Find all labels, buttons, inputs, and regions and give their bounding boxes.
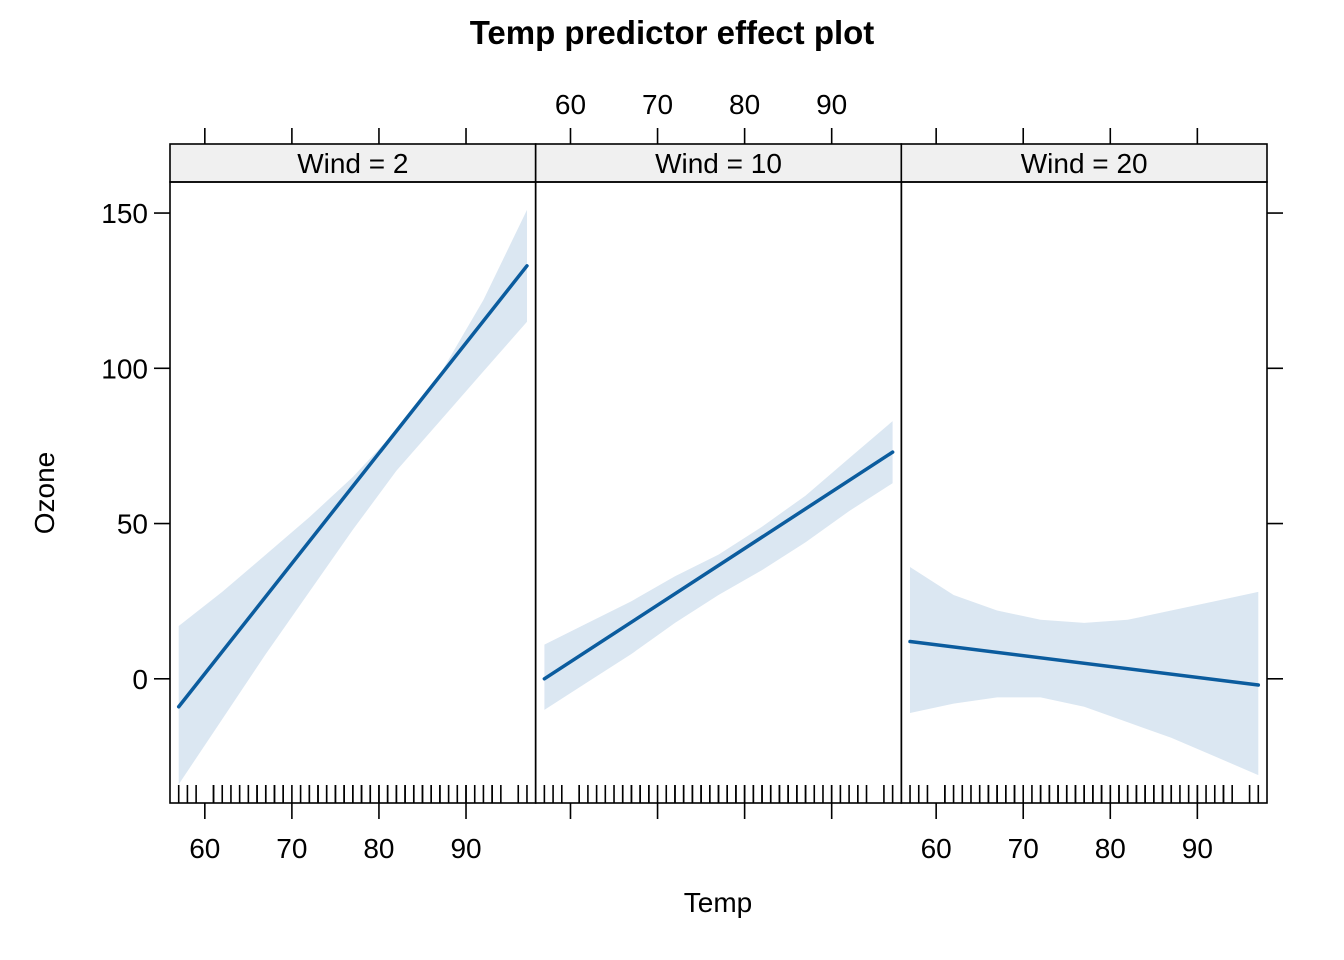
- x-tick-label: 90: [816, 89, 847, 120]
- x-tick-label: 90: [1182, 833, 1213, 864]
- y-tick-label: 100: [101, 353, 148, 384]
- rug: [543, 785, 894, 803]
- y-axis-label: Ozone: [29, 452, 60, 535]
- x-tick-label: 60: [921, 833, 952, 864]
- rug: [177, 785, 528, 803]
- y-axis: 0 50 100 150: [101, 198, 1283, 695]
- confidence-band: [910, 567, 1259, 776]
- fit-line: [176, 264, 529, 709]
- x-tick-label: 90: [450, 833, 481, 864]
- x-tick-label: 60: [189, 833, 220, 864]
- x-tick-label: 60: [555, 89, 586, 120]
- y-tick-label: 150: [101, 198, 148, 229]
- x-tick-label: 70: [642, 89, 673, 120]
- chart-title: Temp predictor effect plot: [470, 14, 875, 51]
- rug: [909, 785, 1260, 803]
- x-tick-label: 70: [1008, 833, 1039, 864]
- panel-1: Wind = 2 60 70 80 90: [169, 128, 537, 864]
- fit-line: [542, 450, 895, 681]
- fit-line: [908, 639, 1261, 687]
- strip-label: Wind = 2: [297, 148, 408, 179]
- x-axis-label: Temp: [684, 887, 752, 918]
- strip-label: Wind = 20: [1021, 148, 1148, 179]
- x-tick-label: 80: [363, 833, 394, 864]
- confidence-band: [178, 209, 527, 785]
- x-tick-label: 70: [276, 833, 307, 864]
- strip: [900, 143, 1268, 183]
- y-tick-label: 0: [132, 664, 148, 695]
- panel-3: Wind = 20 60 70 80 90: [900, 128, 1268, 864]
- strip-label: Wind = 10: [655, 148, 782, 179]
- strip: [169, 143, 537, 183]
- x-tick-label: 80: [729, 89, 760, 120]
- x-tick-label: 80: [1095, 833, 1126, 864]
- panel-2: Wind = 10 60 70 80 90: [534, 89, 903, 819]
- panel-border: [900, 181, 1268, 804]
- y-tick-label: 50: [117, 509, 148, 540]
